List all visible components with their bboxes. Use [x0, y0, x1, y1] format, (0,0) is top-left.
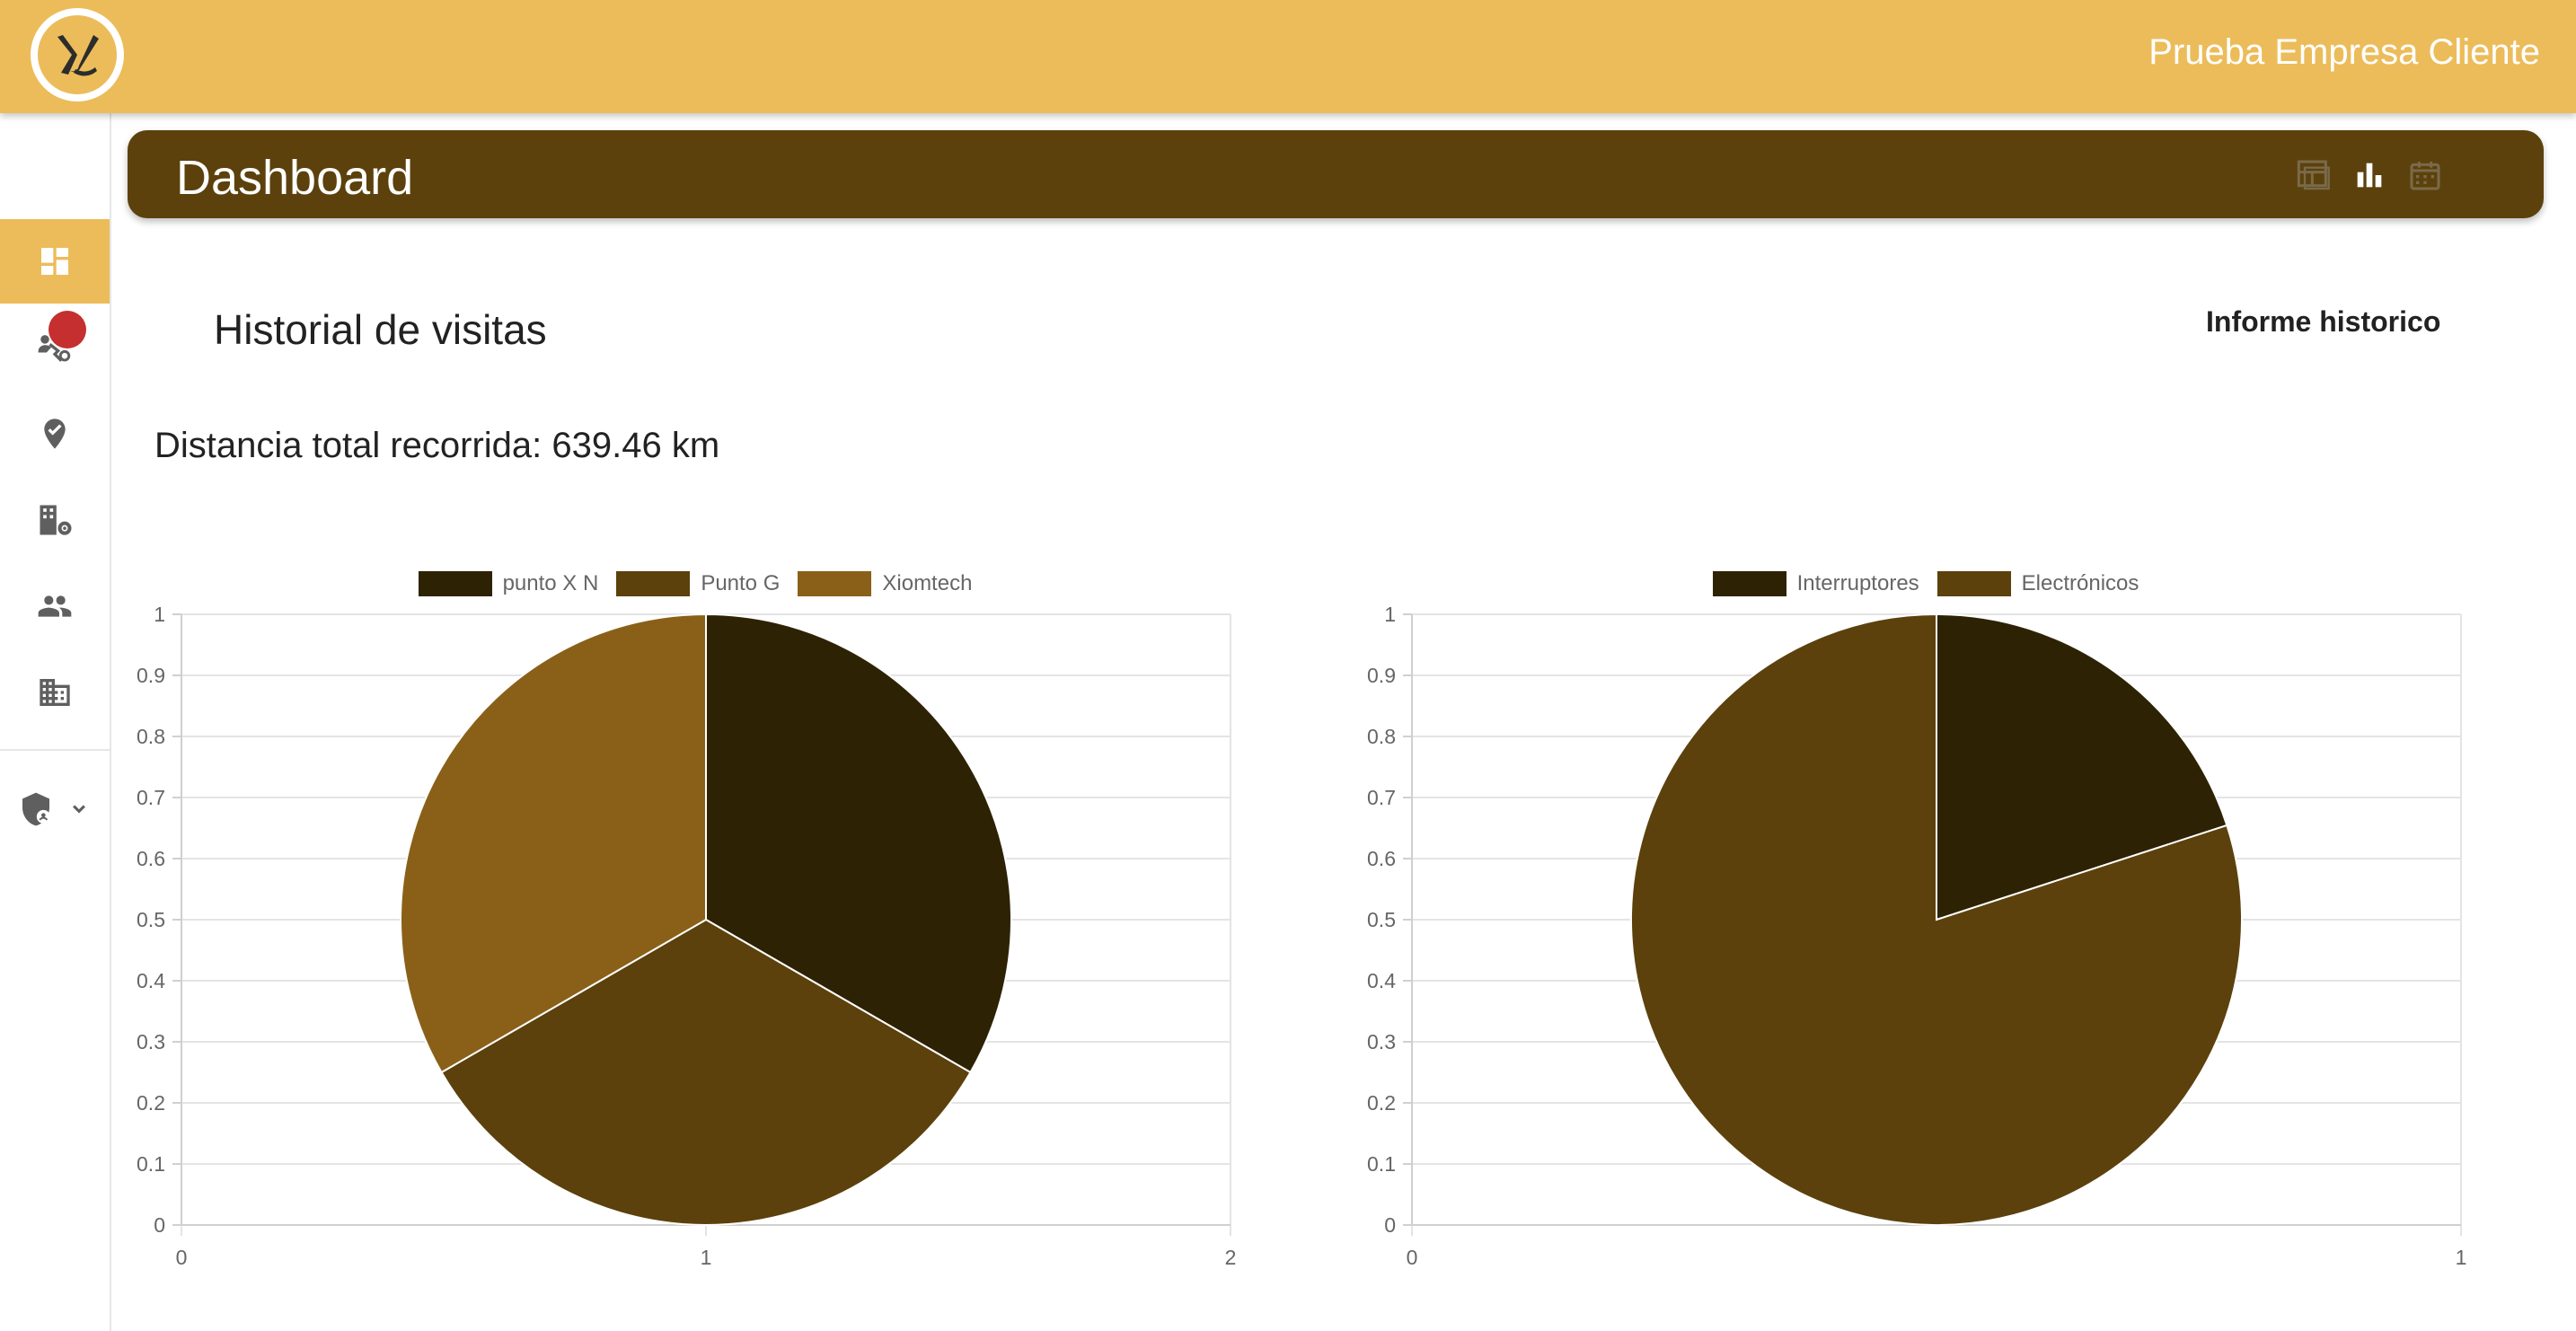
legend-swatch: [1712, 571, 1786, 596]
sidebar-item-dashboard[interactable]: [0, 219, 110, 304]
pie-chart-points: punto X N Punto G Xiomtech 0 0.1 0.2 0.3 0.4 0.…: [111, 557, 1279, 1275]
sidebar: [0, 113, 111, 1331]
y-tick-label: 0.8: [1367, 725, 1396, 748]
legend-label: Punto G: [701, 571, 781, 595]
legend-swatch: [616, 571, 691, 596]
logo-x-icon: [57, 35, 99, 76]
y-tick-label: 0.1: [1367, 1152, 1396, 1176]
x-tick-label: 1: [701, 1246, 712, 1269]
total-distance: Distancia total recorrida: 639.46 km: [154, 426, 720, 465]
y-tick-label: 0.6: [1367, 847, 1396, 870]
legend-item[interactable]: Xiomtech: [798, 571, 972, 596]
sidebar-divider: [0, 749, 110, 751]
y-tick-label: 0.3: [1367, 1030, 1396, 1053]
y-tick-label: 0.8: [137, 725, 165, 748]
pie-slice[interactable]: [1630, 613, 2243, 1226]
legend-item[interactable]: Electrónicos: [1936, 571, 2139, 596]
x-tick-label: 2: [1225, 1246, 1237, 1269]
y-tick-label: 0.7: [1367, 786, 1396, 809]
sidebar-item-users[interactable]: [0, 564, 110, 648]
pie-chart-categories: Interruptores Electrónicos 0 0.1 0.2 0.3 0.4 0…: [1342, 557, 2510, 1275]
y-tick-label: 0.2: [1367, 1091, 1396, 1115]
x-tick-label: 0: [176, 1246, 188, 1269]
company-name: Prueba Empresa Cliente: [2148, 32, 2540, 72]
legend-item[interactable]: punto X N: [418, 571, 599, 596]
historical-report-button[interactable]: Informe historico: [2206, 305, 2441, 338]
pie-slice[interactable]: [705, 613, 1012, 1074]
y-tick-label: 1: [1384, 603, 1396, 626]
legend-label: Interruptores: [1796, 571, 1919, 595]
y-tick-label: 0.7: [137, 786, 165, 809]
notification-badge: [49, 311, 86, 348]
users-icon: [38, 595, 72, 617]
chart-legend: punto X N Punto G Xiomtech: [111, 557, 1279, 611]
legend-label: Xiomtech: [882, 571, 973, 595]
sidebar-item-locations[interactable]: [0, 392, 110, 476]
legend-item[interactable]: Punto G: [616, 571, 780, 596]
admin-shield-icon: [22, 792, 50, 826]
y-tick-label: 0.4: [1367, 969, 1396, 992]
y-tick-label: 0: [154, 1213, 165, 1237]
legend-label: punto X N: [502, 571, 599, 595]
logo-mark: [38, 15, 117, 94]
x-tick-label: 1: [2456, 1246, 2467, 1269]
x-tick-label: 0: [1407, 1246, 1418, 1269]
y-tick-label: 0.9: [137, 664, 165, 687]
y-tick-label: 0.2: [137, 1091, 165, 1115]
legend-label: Electrónicos: [2021, 571, 2139, 595]
page-title: Dashboard: [176, 151, 414, 205]
legend-swatch: [1936, 571, 2011, 596]
y-tick-label: 0.3: [137, 1030, 165, 1053]
pie-slice[interactable]: [440, 918, 972, 1226]
legend-swatch: [418, 571, 492, 596]
company-icon: [40, 679, 70, 706]
chart-canvas: 0 0.1 0.2 0.3 0.4 0.5 0.6 0.7 0.8 0.9 1 0 1: [1367, 603, 2467, 1269]
calendar-icon[interactable]: [2405, 155, 2445, 195]
y-tick-label: 0.5: [1367, 908, 1396, 931]
y-tick-label: 0.6: [137, 847, 165, 870]
y-tick-label: 0.9: [1367, 664, 1396, 687]
pie-slice[interactable]: [1936, 613, 2228, 921]
sidebar-item-companies[interactable]: [0, 650, 110, 735]
y-tick-label: 0.4: [137, 969, 165, 992]
y-tick-label: 0.5: [137, 908, 165, 931]
app-logo[interactable]: [31, 8, 124, 101]
pie-slice[interactable]: [400, 613, 707, 1074]
sidebar-item-admin[interactable]: [0, 767, 110, 851]
bar-chart-icon[interactable]: [2350, 155, 2389, 195]
dashboard-icon: [41, 248, 68, 275]
y-tick-label: 1: [154, 603, 165, 626]
top-bar: Prueba Empresa Cliente: [0, 0, 2576, 113]
legend-swatch: [798, 571, 872, 596]
page-header: Dashboard: [128, 130, 2544, 218]
y-tick-label: 0: [1384, 1213, 1396, 1237]
y-tick-label: 0.1: [137, 1152, 165, 1176]
building-settings-icon: [40, 505, 72, 535]
chart-legend: Interruptores Electrónicos: [1342, 557, 2510, 611]
location-check-icon: [44, 419, 66, 449]
chevron-down-icon[interactable]: [66, 797, 92, 822]
section-title: Historial de visitas: [214, 306, 547, 353]
legend-item[interactable]: Interruptores: [1712, 571, 1919, 596]
sidebar-item-branches[interactable]: [0, 478, 110, 562]
dashboard-layout-icon[interactable]: [2294, 155, 2333, 195]
chart-canvas: 0 0.1 0.2 0.3 0.4 0.5 0.6 0.7 0.8 0.9 1 0 1 2: [137, 603, 1237, 1269]
